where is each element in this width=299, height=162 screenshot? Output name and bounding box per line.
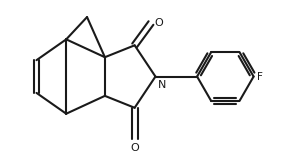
Text: O: O: [130, 143, 139, 153]
Text: O: O: [154, 18, 163, 28]
Text: F: F: [257, 72, 263, 81]
Text: N: N: [158, 80, 166, 90]
